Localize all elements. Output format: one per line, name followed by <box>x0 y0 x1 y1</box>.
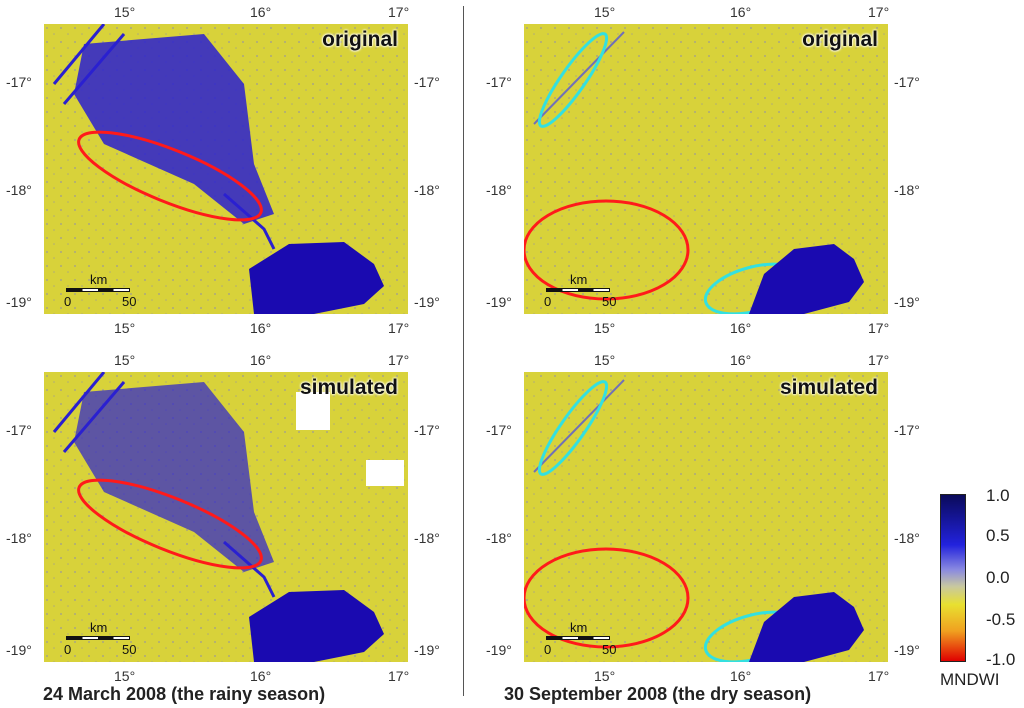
lon-tick-bottom: 16° <box>250 320 272 336</box>
colorbar-gradient <box>940 494 966 662</box>
scale-start: 0 <box>64 294 72 309</box>
lat-tick-left: -18° <box>486 182 512 198</box>
lat-tick-left: -17° <box>486 422 512 438</box>
lat-tick-right: -17° <box>414 422 440 438</box>
lon-tick-bottom: 17° <box>388 668 410 684</box>
colorbar-label-0: 0.0 <box>986 568 1010 587</box>
lon-tick-top: 17° <box>388 352 410 368</box>
colorbar-label-0-5: 0.5 <box>986 526 1010 545</box>
colorbar-label-neg-1: -1.0 <box>986 650 1016 669</box>
lat-tick-right: -19° <box>414 294 440 310</box>
scale-unit: km <box>570 620 588 635</box>
map-panel-bottom-right: simulated km 0 50 <box>524 372 888 662</box>
lon-tick-top: 15° <box>594 4 616 20</box>
scale-end: 50 <box>602 642 617 657</box>
scale-bar-graphic <box>66 636 130 640</box>
lat-tick-right: -18° <box>894 530 920 546</box>
panel-type-label: original <box>802 28 878 51</box>
panel-divider <box>463 6 464 696</box>
map-panel-bottom-left: simulated km 0 50 <box>44 372 408 662</box>
map-panel-top-left: original km 0 50 <box>44 24 408 314</box>
scale-end: 50 <box>122 642 137 657</box>
caption-dry-season: 30 September 2008 (the dry season) <box>504 684 812 704</box>
lon-tick-top: 15° <box>594 352 616 368</box>
lat-tick-right: -17° <box>894 422 920 438</box>
lat-tick-left: -19° <box>6 642 32 658</box>
panel-type-label: simulated <box>299 376 398 399</box>
scale-unit: km <box>90 272 108 287</box>
map-panel-top-right: original km 0 50 <box>524 24 888 314</box>
lon-tick-top: 17° <box>868 4 890 20</box>
lat-tick-left: -18° <box>6 182 32 198</box>
lon-tick-bottom: 15° <box>594 320 616 336</box>
scale-start: 0 <box>544 642 552 657</box>
lon-tick-top: 16° <box>730 4 752 20</box>
colorbar-label-1: 1.0 <box>986 486 1010 505</box>
panel-type-label: simulated <box>779 376 878 399</box>
lon-tick-bottom: 15° <box>114 668 136 684</box>
panel-type-label: original <box>322 28 398 51</box>
lon-tick-bottom: 15° <box>594 668 616 684</box>
caption-rainy-season: 24 March 2008 (the rainy season) <box>43 684 326 704</box>
lon-tick-bottom: 16° <box>250 668 272 684</box>
scale-start: 0 <box>64 642 72 657</box>
lon-tick-top: 15° <box>114 352 136 368</box>
scale-bar-graphic <box>66 288 130 292</box>
lon-tick-top: 17° <box>388 4 410 20</box>
scale-end: 50 <box>122 294 137 309</box>
lon-tick-top: 17° <box>868 352 890 368</box>
lat-tick-left: -17° <box>486 74 512 90</box>
scale-start: 0 <box>544 294 552 309</box>
scale-end: 50 <box>602 294 617 309</box>
colorbar-title: MNDWI <box>940 670 1000 689</box>
lat-tick-right: -18° <box>414 182 440 198</box>
lon-tick-top: 16° <box>250 352 272 368</box>
lat-tick-left: -18° <box>6 530 32 546</box>
lat-tick-right: -19° <box>894 294 920 310</box>
lon-tick-bottom: 16° <box>730 668 752 684</box>
lon-tick-bottom: 17° <box>868 320 890 336</box>
lat-tick-right: -19° <box>414 642 440 658</box>
lon-tick-top: 15° <box>114 4 136 20</box>
lon-tick-top: 16° <box>250 4 272 20</box>
lon-tick-bottom: 16° <box>730 320 752 336</box>
lat-tick-left: -18° <box>486 530 512 546</box>
lat-tick-right: -19° <box>894 642 920 658</box>
lat-tick-left: -17° <box>6 74 32 90</box>
lat-tick-right: -18° <box>894 182 920 198</box>
lat-tick-left: -19° <box>6 294 32 310</box>
colorbar-label-neg-0-5: -0.5 <box>986 610 1016 629</box>
lat-tick-left: -19° <box>486 642 512 658</box>
lon-tick-bottom: 15° <box>114 320 136 336</box>
scale-unit: km <box>90 620 108 635</box>
scale-unit: km <box>570 272 588 287</box>
lat-tick-right: -17° <box>414 74 440 90</box>
lat-tick-left: -19° <box>486 294 512 310</box>
lon-tick-bottom: 17° <box>388 320 410 336</box>
lat-tick-left: -17° <box>6 422 32 438</box>
lon-tick-top: 16° <box>730 352 752 368</box>
lat-tick-right: -18° <box>414 530 440 546</box>
scale-bar-graphic <box>546 288 610 292</box>
lat-tick-right: -17° <box>894 74 920 90</box>
lon-tick-bottom: 17° <box>868 668 890 684</box>
scale-bar-graphic <box>546 636 610 640</box>
